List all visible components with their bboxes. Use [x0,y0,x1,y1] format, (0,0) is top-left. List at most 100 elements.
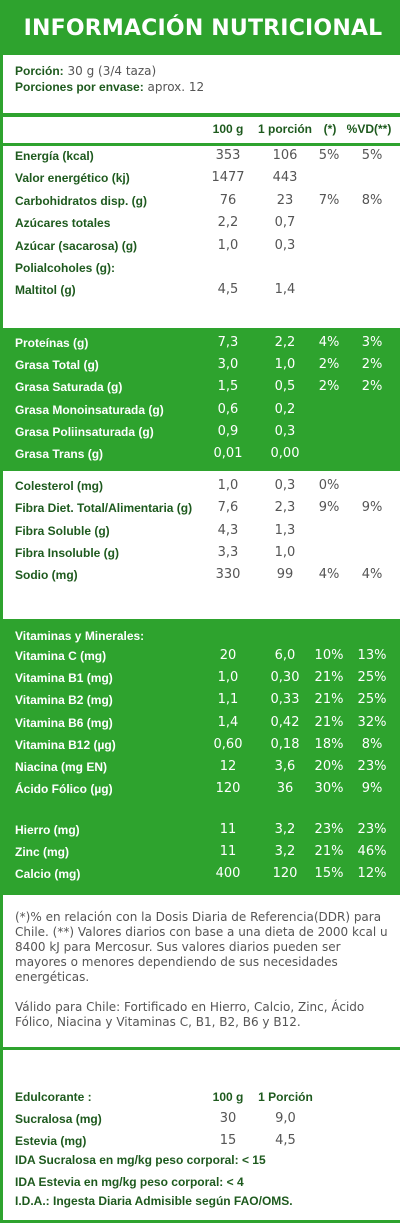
table-row: Vitamina B1 (mg) 1,0 0,30 21% 25% [3,668,400,690]
nutrient-label: Vitamina B12 (µg) [15,737,116,752]
vitamins-section: Vitaminas y Minerales: Vitamina C (mg) 20… [3,619,400,895]
value-portion: 0,00 [270,446,300,461]
nutrient-label: Fibra Soluble (g) [15,523,110,538]
value-portion: 0,3 [274,423,296,439]
vitamins-heading: Vitaminas y Minerales: [15,629,145,643]
table-row: Valor energético (kj) 1477 443 [3,168,400,190]
table-row: Fibra Diet. Total/Alimentaria (g) 7,6 2,3 9… [3,498,400,520]
table-row: Hierro (mg) 11 3,2 23% 23% [3,820,400,842]
value-ddr: 5% [318,148,340,163]
value-vd: 32% [357,714,387,730]
value-100g: 1,4 [217,714,239,730]
value-100g: 353 [215,148,241,163]
table-row: Grasa Poliinsaturada (g) 0,9 0,3 [3,422,400,444]
table-row: Grasa Monoinsaturada (g) 0,6 0,2 [3,400,400,422]
nutrient-label: Grasa Poliinsaturada (g) [15,424,154,439]
value-ddr: 23% [314,822,344,837]
value-portion: 0,30 [270,670,300,686]
nutrient-label: Azúcar (sacarosa) (g) [15,238,138,253]
ida-section: IDA Sucralosa en mg/kg peso corporal: < … [3,1150,400,1220]
header-portion: 1 porción [257,122,312,136]
divider [3,143,400,146]
value-portion: 443 [272,170,298,186]
value-100g: 1,5 [217,379,239,395]
vitamins-heading-row: Vitaminas y Minerales: [3,626,400,648]
table-row: Grasa Trans (g) 0,01 0,00 [3,444,400,466]
nutrient-label: Carbohidratos disp. (g) [15,193,147,208]
nutrient-label: Vitamina B1 (mg) [15,671,113,686]
value-vd: 46% [357,844,387,859]
value-portion: 0,5 [274,379,296,395]
value-vd: 12% [357,866,387,881]
nutrient-label: Ácido Fólico (µg) [15,782,113,797]
value-portion: 3,2 [274,822,296,837]
value-100g: 0,60 [213,736,243,752]
footnote-fortified: Válido para Chile: Fortificado en Hierro… [15,1000,365,1029]
nutrient-label: Grasa Saturada (g) [15,380,123,395]
divider [3,113,400,117]
portion-line: Porción: 30 g (3/4 taza) [15,64,156,78]
nutrient-label: Vitamina B6 (mg) [15,715,113,730]
sweetener-section: Edulcorante : 100 g 1 Porción Sucralosa … [3,1050,400,1150]
fiber-sodium-section: Colesterol (mg) 1,0 0,3 0% Fibra Diet. Total… [3,471,400,619]
header-ddr: (*) [323,122,337,136]
nutrient-label: Azúcares totales [15,216,111,231]
table-row: Fibra Insoluble (g) 3,3 1,0 [3,543,400,565]
table-row: Carbohidratos disp. (g) 76 23 7% 8% [3,191,400,213]
nutrient-label: Grasa Monoinsaturada (g) [15,402,164,417]
value-100g: 120 [215,781,241,797]
sweetener-row: Sucralosa (mg) 30 9,0 [3,1109,400,1131]
table-row: Grasa Saturada (g) 1,5 0,5 2% 2% [3,377,400,399]
value-ddr: 2% [318,379,340,395]
table-row: Niacina (mg EN) 12 3,6 20% 23% [3,757,400,779]
table-row: Energía (kcal) 353 106 5% 5% [3,146,400,168]
value-portion: 2,2 [274,335,296,350]
value-100g: 1477 [211,170,245,186]
value-100g: 3,0 [217,357,239,373]
value-ddr: 20% [314,759,344,774]
value-portion: 1,4 [274,282,296,298]
value-vd: 3% [361,335,383,350]
value-100g: 7,6 [217,500,239,516]
mineral-label: Zinc (mg) [15,845,69,859]
value-100g: 7,3 [217,335,239,350]
table-row: Colesterol (mg) 1,0 0,3 0% [3,476,400,498]
value-ddr: 21% [314,670,344,686]
value-100g: 0,9 [217,423,239,439]
notes-section: (*)% en relación con la Dosis Diaria de … [3,895,400,1047]
value-ddr: 4% [318,567,340,583]
value-portion: 106 [272,148,298,163]
footnote-ddr: (*)% en relación con la Dosis Diaria de … [15,910,388,984]
servings-label: Porciones por envase: [15,80,144,94]
table-row: Fibra Soluble (g) 4,3 1,3 [3,521,400,543]
table-row: Ácido Fólico (µg) 120 36 30% 9% [3,779,400,801]
nutrient-label: Grasa Total (g) [15,358,99,373]
value-portion: 120 [272,866,298,881]
sweetener-header-row: Edulcorante : 100 g 1 Porción [3,1087,400,1109]
table-row: Maltitol (g) 4,5 1,4 [3,280,400,302]
value-vd: 5% [361,148,383,163]
value-portion: 23 [276,192,294,208]
table-row: Vitamina B6 (mg) 1,4 0,42 21% 32% [3,713,400,735]
mineral-label: Hierro (mg) [15,823,80,837]
mineral-label: Calcio (mg) [15,867,81,881]
nutrient-label: Maltitol (g) [15,283,76,298]
ida-definition: I.D.A.: Ingesta Diaria Admisible según F… [15,1194,293,1208]
portion-section: Porción: 30 g (3/4 taza) Porciones por e… [3,55,400,113]
value-100g: 76 [219,192,237,208]
value-portion: 36 [276,781,294,797]
value-100g: 11 [219,822,237,837]
ida-stevia: IDA Estevia en mg/kg peso corporal: < 4 [15,1175,244,1189]
value-100g: 1,0 [217,237,239,253]
value-ddr: 15% [314,866,344,881]
servings-value: aprox. 12 [147,80,205,94]
value-100g: 12 [219,759,237,774]
nutrient-label: Sodio (mg) [15,568,78,583]
table-row: Zinc (mg) 11 3,2 21% 46% [3,842,400,864]
nutrient-label: Valor energético (kj) [15,171,130,186]
value-vd: 9% [361,781,383,797]
value-portion: 0,3 [274,478,296,493]
value-ddr: 2% [318,357,340,373]
nutrient-label: Colesterol (mg) [15,479,104,493]
nutrient-label: Niacina (mg EN) [15,760,108,774]
